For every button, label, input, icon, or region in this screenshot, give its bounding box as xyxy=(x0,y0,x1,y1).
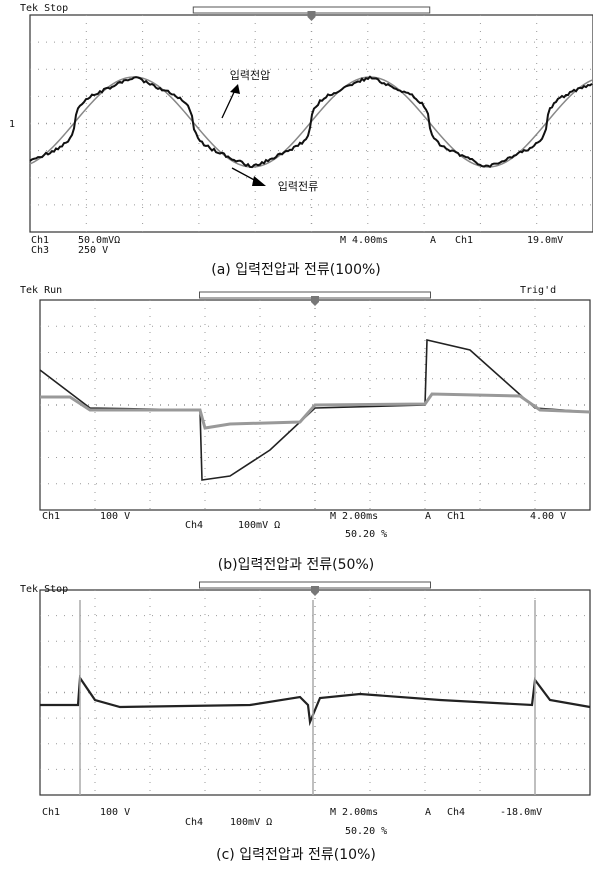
ch-b: Ch4 xyxy=(185,520,203,531)
trig-state: Trig'd xyxy=(520,285,556,296)
waveform xyxy=(40,394,590,428)
status: Tek Stop xyxy=(20,3,68,14)
trigger-level: -18.0mV xyxy=(500,807,542,818)
trigger-mode: A xyxy=(425,511,431,522)
ch-b: Ch3 xyxy=(31,245,49,256)
scope-frame xyxy=(40,590,590,795)
ch-a: Ch1 xyxy=(42,511,60,522)
timebase: M 4.00ms xyxy=(340,235,388,246)
caption: (c) 입력전압과 전류(10%) xyxy=(216,847,376,863)
ch-b: Ch4 xyxy=(185,817,203,828)
ch-a: Ch1 xyxy=(42,807,60,818)
status: Tek Run xyxy=(20,285,62,296)
timebase: M 2.00ms xyxy=(330,807,378,818)
trigger-level: 19.0mV xyxy=(527,235,563,246)
status: Tek Stop xyxy=(20,584,68,595)
trigger-mode: A xyxy=(425,807,431,818)
label-voltage: 입력전압 xyxy=(230,69,270,82)
label-current: 입력전류 xyxy=(278,180,318,193)
trigger-mode: A xyxy=(430,235,436,246)
waveform xyxy=(40,678,590,722)
trigger-source: Ch1 xyxy=(447,511,465,522)
trigger-source: Ch1 xyxy=(455,235,473,246)
trigger-source: Ch4 xyxy=(447,807,465,818)
marker: 1 xyxy=(9,119,15,130)
waveform xyxy=(30,77,592,167)
position: 50.20 % xyxy=(345,529,387,540)
caption: (b)입력전압과 전류(50%) xyxy=(218,557,374,573)
position: 50.20 % xyxy=(345,826,387,837)
ch-b-scale: 250 V xyxy=(78,245,108,256)
trigger-level: 4.00 V xyxy=(530,511,566,522)
caption: (a) 입력전압과 전류(100%) xyxy=(211,262,381,278)
ch-a-scale: 100 V xyxy=(100,807,130,818)
arrow-head xyxy=(252,176,266,186)
ch-a-scale: 100 V xyxy=(100,511,130,522)
arrow-head xyxy=(230,84,240,94)
trigger-marker xyxy=(311,586,319,596)
timebase: M 2.00ms xyxy=(330,511,378,522)
trigger-marker xyxy=(311,296,319,306)
figure: (a) 입력전압과 전류(100%) (b)입력전압과 전류(50%) (c) 입력… xyxy=(0,0,593,872)
ch-b-scale: 100mV Ω xyxy=(238,520,280,531)
ch-b-scale: 100mV Ω xyxy=(230,817,272,828)
trigger-marker xyxy=(308,11,316,21)
